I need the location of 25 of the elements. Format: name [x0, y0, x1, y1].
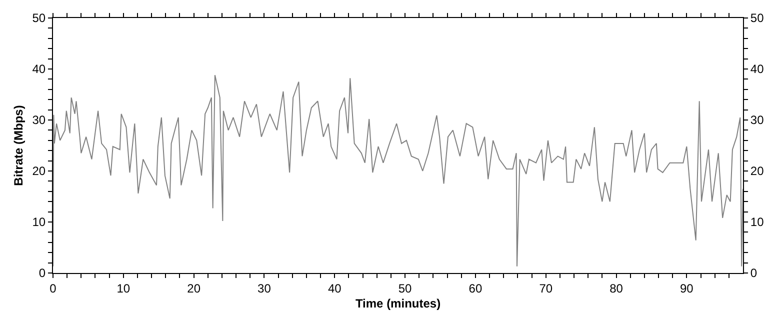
y2-tick-label: 20 [750, 164, 764, 178]
x-tick-label: 70 [539, 281, 553, 296]
x-tick-label: 80 [610, 281, 624, 296]
x-axis-title: Time (minutes) [355, 296, 441, 310]
y2-tick-label: 40 [750, 62, 764, 76]
y-tick-label: 20 [32, 164, 46, 178]
y2-tick-label: 50 [750, 11, 764, 26]
x-tick-label: 90 [680, 281, 694, 296]
y-tick-label: 40 [32, 62, 46, 76]
y2-tick-label: 0 [750, 266, 758, 280]
y-tick-label: 30 [32, 113, 46, 128]
x-tick-label: 10 [116, 281, 130, 296]
x-tick-label: 20 [187, 281, 201, 296]
x-tick-label: 40 [328, 281, 342, 296]
x-tick-label: 60 [468, 281, 482, 296]
y2-tick-label: 10 [750, 215, 764, 230]
x-tick-label: 50 [398, 281, 412, 296]
x-tick-label: 30 [258, 281, 272, 296]
y2-tick-label: 30 [750, 113, 764, 128]
y-tick-label: 0 [38, 266, 46, 280]
y-tick-label: 10 [32, 215, 46, 230]
y-axis-title: Bitrate (Mbps) [12, 105, 26, 186]
line-series [53, 74, 743, 267]
y-tick-label: 50 [32, 11, 46, 26]
x-tick-label: 0 [50, 281, 57, 296]
